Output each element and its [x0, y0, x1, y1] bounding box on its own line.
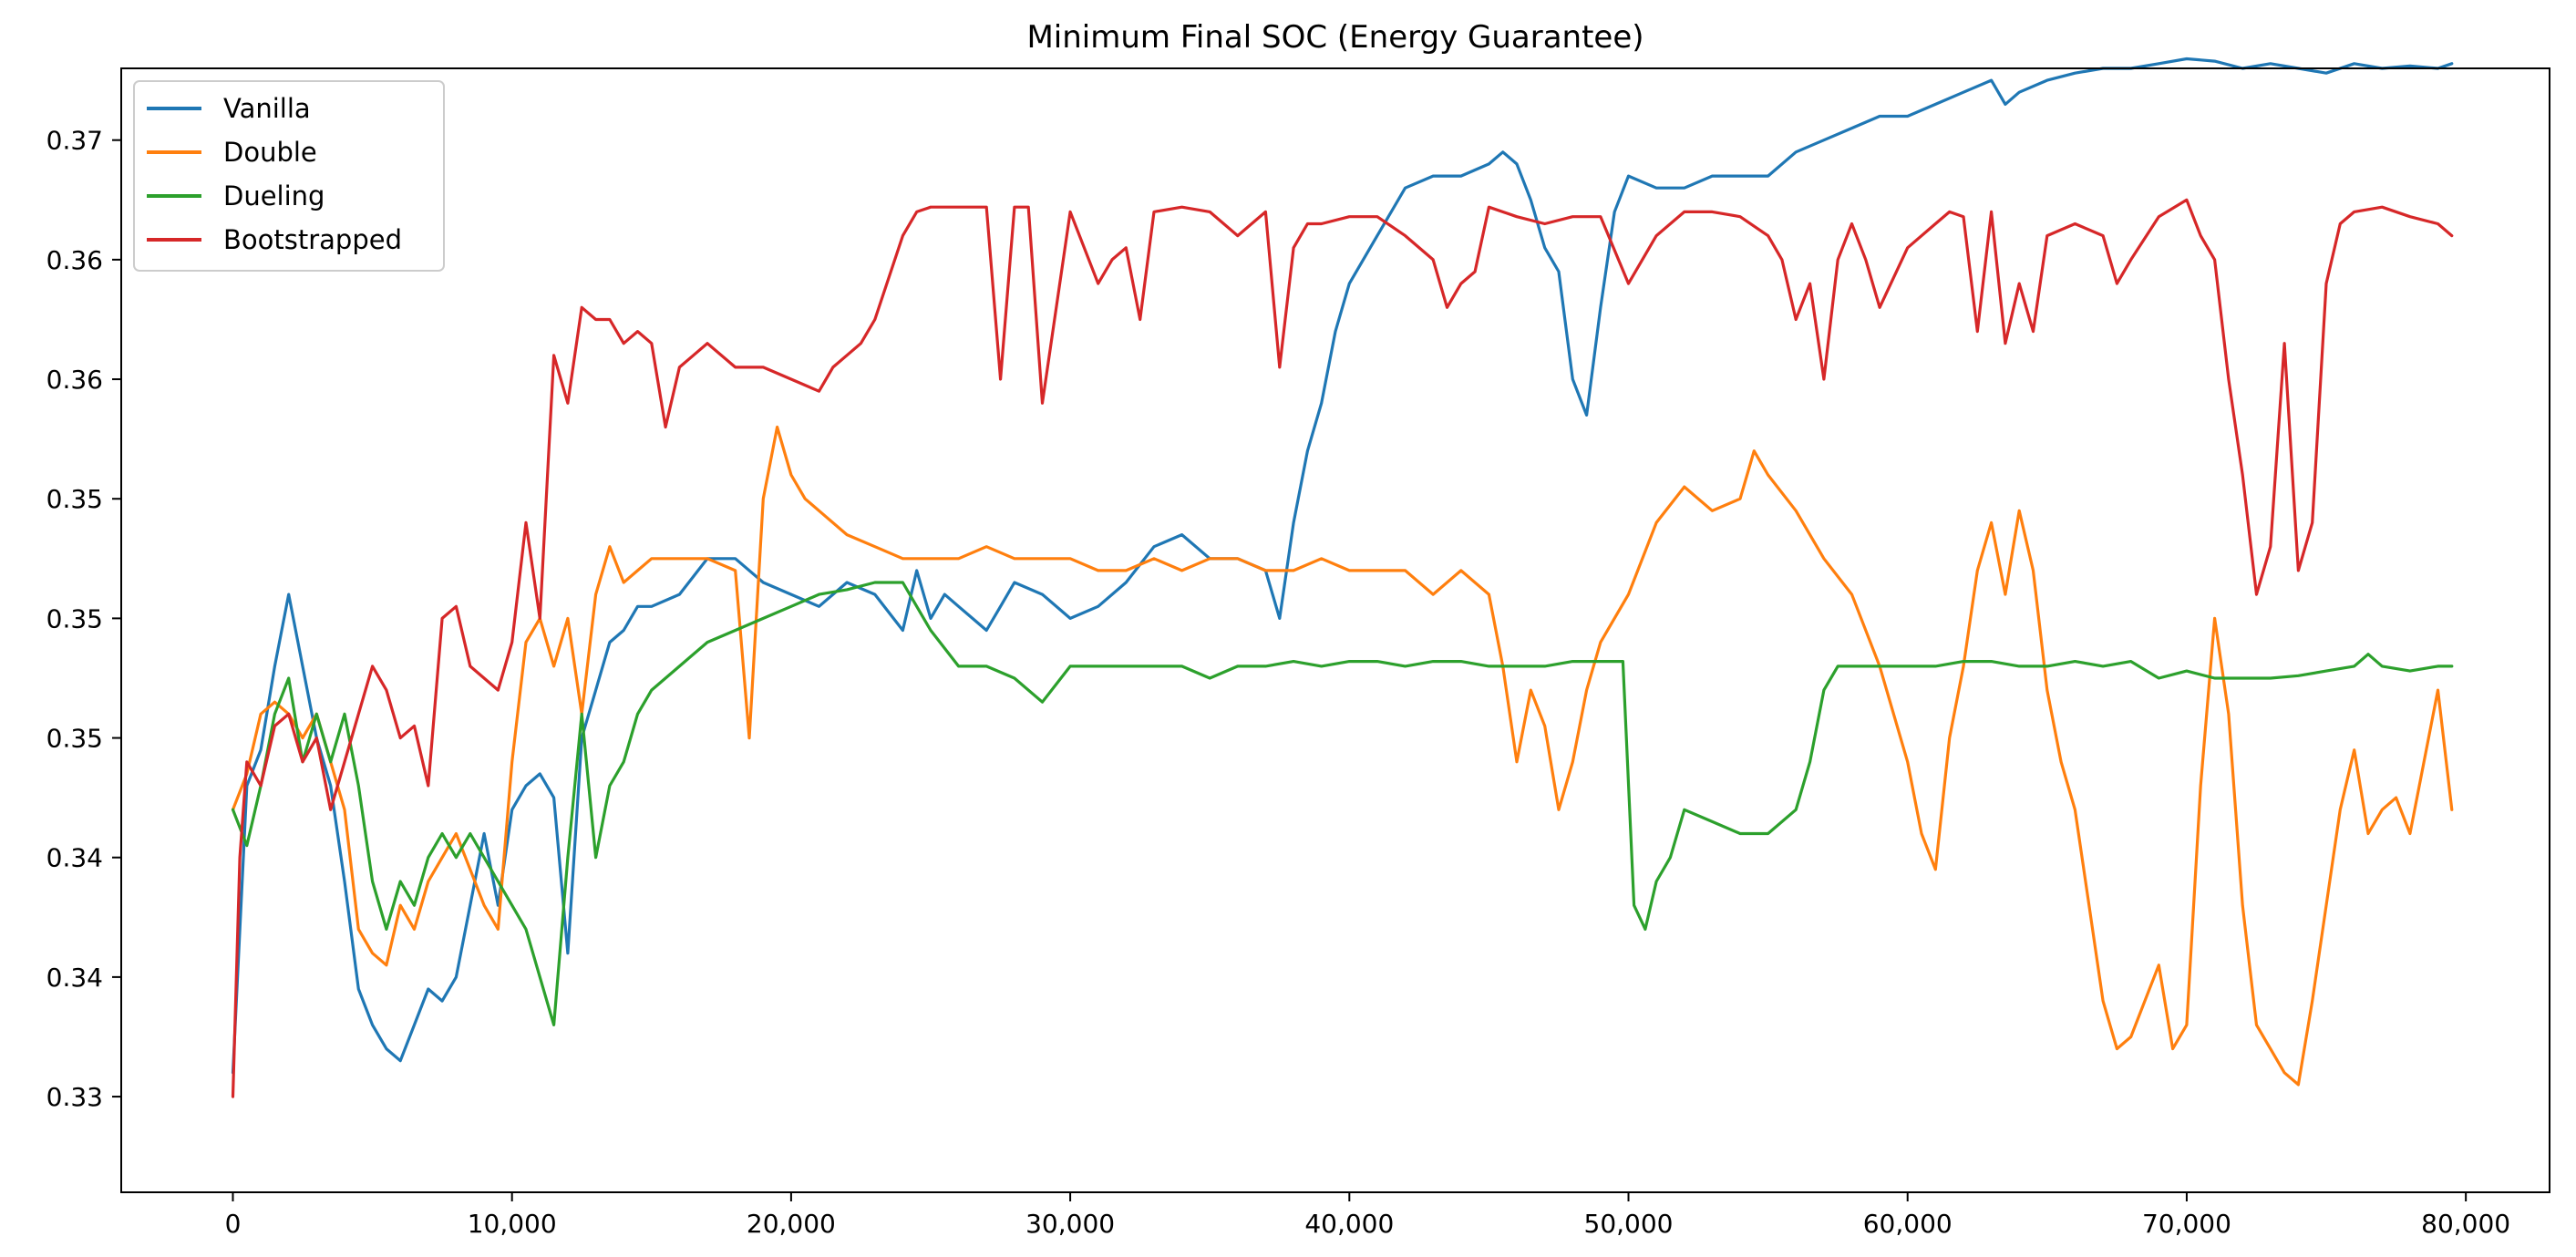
series-line-bootstrapped	[231, 198, 2454, 1098]
series-line-double	[231, 425, 2454, 1087]
x-tick-label: 0	[225, 1209, 242, 1239]
plot-area-frame	[120, 67, 2550, 1193]
x-tick-label: 10,000	[468, 1209, 557, 1239]
x-tick-label: 40,000	[1304, 1209, 1394, 1239]
legend: Vanilla Double Dueling Bootstrapped	[133, 80, 445, 272]
legend-label-dueling: Dueling	[223, 180, 325, 211]
y-tick-label: 0.35	[46, 603, 103, 634]
y-tick-label: 0.36	[46, 365, 103, 395]
y-tick-label: 0.36	[46, 245, 103, 275]
x-tick-label: 60,000	[1863, 1209, 1953, 1239]
x-tick-label: 50,000	[1584, 1209, 1674, 1239]
y-tick-label: 0.35	[46, 484, 103, 514]
y-axis: 0.33 0.34 0.34 0.35 0.35 0.35 0.36 0.36 0.37	[46, 126, 121, 1112]
x-tick-label: 20,000	[747, 1209, 836, 1239]
series-layer	[231, 57, 2454, 1098]
legend-box	[133, 80, 445, 272]
chart-title: Minimum Final SOC (Energy Guarantee)	[1026, 19, 1643, 56]
x-tick-label: 70,000	[2142, 1209, 2231, 1239]
y-tick-label: 0.34	[46, 843, 103, 873]
legend-label-double: Double	[223, 137, 317, 168]
legend-label-bootstrapped: Bootstrapped	[223, 224, 402, 255]
x-axis: 0 10,000 20,000 30,000 40,000 50,000 60,000 70,…	[225, 1192, 2510, 1239]
series-line-dueling	[231, 581, 2454, 1027]
y-tick-label: 0.33	[46, 1082, 103, 1112]
y-tick-label: 0.37	[46, 126, 103, 156]
legend-label-vanilla: Vanilla	[223, 93, 311, 124]
x-tick-label: 30,000	[1025, 1209, 1115, 1239]
x-tick-label: 80,000	[2421, 1209, 2510, 1239]
y-tick-label: 0.34	[46, 963, 103, 993]
y-tick-label: 0.35	[46, 724, 103, 754]
